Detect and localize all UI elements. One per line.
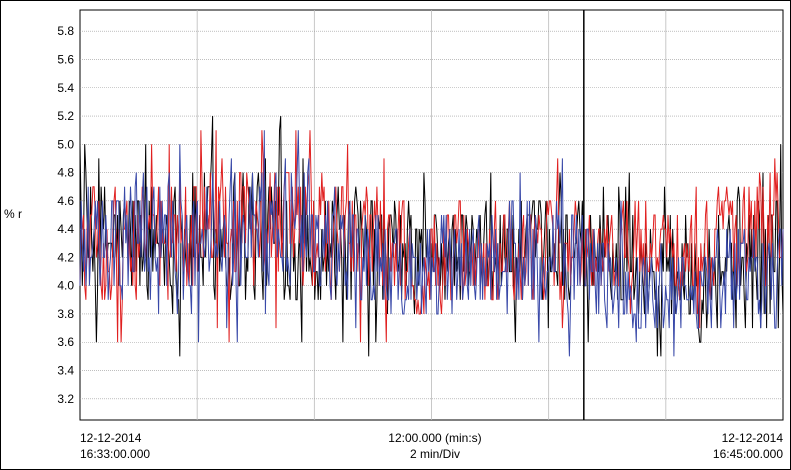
y-tick-label: 5.8 <box>57 24 74 38</box>
x-end-label: 12-12-2014 16:45:00.000 <box>713 430 783 462</box>
x-start-time: 16:33:00.000 <box>80 447 151 461</box>
y-tick-label: 5.0 <box>57 137 74 151</box>
x-division-label: 2 min/Div <box>409 447 460 461</box>
y-tick-label: 5.2 <box>57 109 74 123</box>
y-tick-labels: 3.2 3.4 3.6 3.8 4.0 4.2 4.4 4.6 4.8 5.0 5.2 5.4 5.6 5… <box>57 24 74 406</box>
y-axis-label: % r <box>4 207 22 221</box>
y-tick-label: 5.4 <box>57 81 74 95</box>
y-tick-label: 4.8 <box>57 166 74 180</box>
x-scale-label: 12:00.000 (min:s) 2 min/Div <box>330 430 540 462</box>
y-tick-label: 3.4 <box>57 364 74 378</box>
y-tick-label: 4.4 <box>57 222 74 236</box>
series-lines <box>79 115 784 357</box>
x-start-label: 12-12-2014 16:33:00.000 <box>80 430 150 462</box>
x-span-label: 12:00.000 (min:s) <box>388 431 482 445</box>
series-line-2 <box>79 130 784 343</box>
y-tick-label: 4.2 <box>57 250 74 264</box>
x-end-date: 12-12-2014 <box>721 431 783 445</box>
y-tick-label: 3.6 <box>57 335 74 349</box>
x-start-date: 12-12-2014 <box>80 431 142 445</box>
series-line-3 <box>79 130 784 357</box>
y-tick-label: 4.0 <box>57 279 74 293</box>
x-end-time: 16:45:00.000 <box>712 447 783 461</box>
y-tick-label: 3.2 <box>57 392 74 406</box>
y-tick-label: 5.6 <box>57 52 74 66</box>
y-tick-label: 3.8 <box>57 307 74 321</box>
y-tick-label: 4.6 <box>57 194 74 208</box>
vertical-gridlines <box>196 10 667 420</box>
